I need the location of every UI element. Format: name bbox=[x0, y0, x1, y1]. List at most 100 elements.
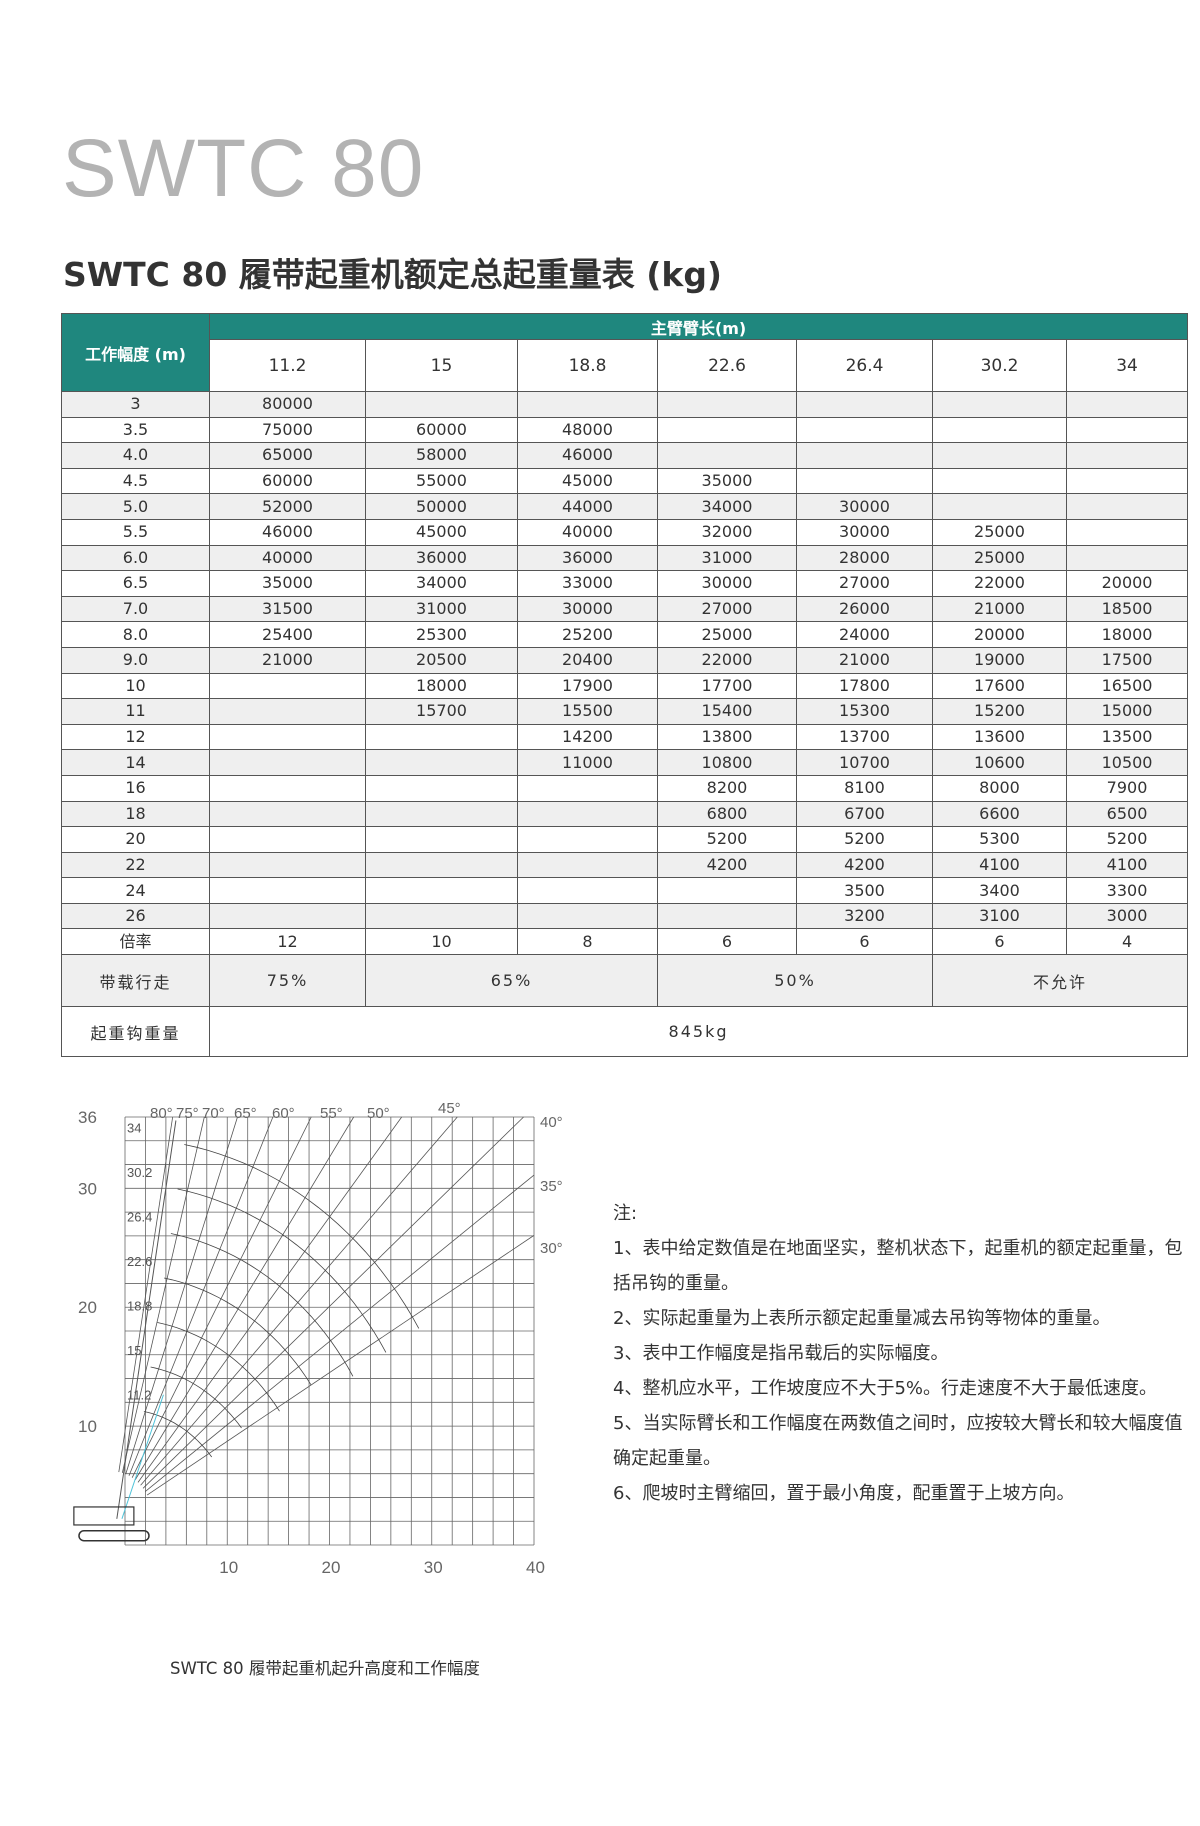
capacity-cell: 3300 bbox=[1065, 877, 1189, 904]
capacity-cell: 3200 bbox=[796, 902, 933, 930]
angle-line bbox=[131, 1116, 312, 1478]
capacity-cell: 52000 bbox=[209, 493, 366, 520]
capacity-cell: 24000 bbox=[796, 621, 933, 648]
boom-length-cell: 26.4 bbox=[796, 339, 933, 392]
y-tick-label: 10 bbox=[78, 1417, 97, 1436]
table-row: 4.0 65000 58000 46000 bbox=[61, 442, 1189, 469]
capacity-cell: 15500 bbox=[517, 698, 658, 725]
capacity-cell: 6500 bbox=[1065, 800, 1189, 828]
capacity-cell bbox=[517, 877, 658, 904]
capacity-cell: 30000 bbox=[657, 570, 797, 597]
capacity-cell bbox=[657, 416, 797, 444]
angle-line bbox=[121, 1116, 205, 1473]
capacity-cell: 20400 bbox=[517, 646, 658, 674]
capacity-cell: 11000 bbox=[517, 749, 658, 776]
table-row: 6.5 35000 34000 33000 30000 27000 22000 20000 bbox=[61, 570, 1189, 597]
capacity-cell: 6600 bbox=[932, 800, 1067, 828]
angle-label: 40° bbox=[540, 1114, 563, 1131]
table-row: 26 3200 3100 3000 bbox=[61, 902, 1189, 930]
radius-cell: 9.0 bbox=[61, 646, 210, 674]
capacity-cell: 28000 bbox=[796, 544, 933, 572]
reeving-label: 倍率 bbox=[61, 928, 210, 956]
capacity-cell: 25000 bbox=[932, 544, 1067, 572]
capacity-cell: 18000 bbox=[365, 672, 518, 700]
table-row: 9.0 21000 20500 20400 22000 21000 19000 17500 bbox=[61, 646, 1189, 674]
capacity-cell bbox=[796, 442, 933, 469]
radius-cell: 3.5 bbox=[61, 416, 210, 444]
capacity-cell bbox=[1065, 442, 1189, 469]
angle-label: 35° bbox=[540, 1178, 563, 1195]
crawler-track bbox=[78, 1529, 150, 1542]
capacity-cell bbox=[365, 800, 518, 828]
table-row: 10 18000 17900 17700 17800 17600 16500 bbox=[61, 672, 1189, 700]
radius-cell: 4.5 bbox=[61, 467, 210, 495]
capacity-cell: 10600 bbox=[932, 749, 1067, 776]
capacity-cell: 25200 bbox=[517, 621, 658, 648]
capacity-cell: 22000 bbox=[932, 570, 1067, 597]
angle-line bbox=[142, 1116, 524, 1489]
capacity-cell: 13500 bbox=[1065, 723, 1189, 751]
angle-label: 45° bbox=[438, 1100, 461, 1117]
angle-line bbox=[128, 1116, 274, 1476]
capacity-cell: 4200 bbox=[657, 851, 797, 879]
travel-label: 带载行走 bbox=[61, 954, 210, 1008]
angle-label: 60° bbox=[272, 1105, 295, 1122]
radius-header: 工作幅度 (m) bbox=[61, 313, 210, 392]
capacity-cell bbox=[209, 723, 366, 751]
y-tick-label: 20 bbox=[78, 1298, 97, 1317]
note-item: 6、爬坡时主臂缩回，置于最小角度，配重置于上坡方向。 bbox=[613, 1483, 1075, 1504]
note-item: 5、当实际臂长和工作幅度在两数值之间时，应按较大臂长和较大幅度值确定起重量。 bbox=[613, 1413, 1183, 1469]
radius-cell: 5.5 bbox=[61, 518, 210, 546]
crane-body bbox=[73, 1506, 135, 1526]
capacity-cell: 30000 bbox=[796, 493, 933, 520]
capacity-cell: 18000 bbox=[1065, 621, 1189, 648]
capacity-cell bbox=[657, 391, 797, 418]
capacity-cell: 25400 bbox=[209, 621, 366, 648]
angle-line bbox=[137, 1116, 403, 1483]
boom-line bbox=[116, 1120, 177, 1519]
radius-cell: 6.0 bbox=[61, 544, 210, 572]
capacity-cell bbox=[796, 467, 933, 495]
boom-length-label: 18.8 bbox=[127, 1299, 152, 1314]
capacity-cell bbox=[365, 877, 518, 904]
travel-cell: 不允许 bbox=[931, 954, 1189, 1008]
x-tick-label: 40 bbox=[526, 1558, 545, 1577]
capacity-cell: 4100 bbox=[1065, 851, 1189, 879]
capacity-cell: 17900 bbox=[517, 672, 658, 700]
capacity-cell: 13600 bbox=[932, 723, 1067, 751]
capacity-cell bbox=[932, 442, 1067, 469]
capacity-cell: 5200 bbox=[657, 826, 797, 853]
capacity-cell bbox=[1065, 467, 1189, 495]
capacity-cell: 4200 bbox=[796, 851, 933, 879]
radius-cell: 10 bbox=[61, 672, 210, 700]
capacity-cell: 17700 bbox=[657, 672, 797, 700]
capacity-cell bbox=[209, 902, 366, 930]
radius-cell: 14 bbox=[61, 749, 210, 776]
capacity-cell: 27000 bbox=[657, 595, 797, 623]
radius-cell: 16 bbox=[61, 774, 210, 802]
x-tick-label: 10 bbox=[219, 1558, 238, 1577]
capacity-cell bbox=[517, 391, 658, 418]
capacity-cell bbox=[657, 442, 797, 469]
table-row: 16 8200 8100 8000 7900 bbox=[61, 774, 1189, 802]
capacity-cell bbox=[365, 774, 518, 802]
table-row: 22 4200 4200 4100 4100 bbox=[61, 851, 1189, 879]
capacity-cell bbox=[1065, 416, 1189, 444]
capacity-cell bbox=[517, 774, 658, 802]
capacity-cell: 17800 bbox=[796, 672, 933, 700]
capacity-cell: 7900 bbox=[1065, 774, 1189, 802]
y-tick-label: 30 bbox=[78, 1179, 97, 1198]
boom-arc bbox=[150, 1366, 242, 1429]
boom-arcs bbox=[143, 1144, 420, 1458]
capacity-cell bbox=[365, 851, 518, 879]
capacity-cell: 8200 bbox=[657, 774, 797, 802]
capacity-cell: 10700 bbox=[796, 749, 933, 776]
boom-length-label: 30.2 bbox=[127, 1165, 152, 1180]
capacity-cell bbox=[932, 467, 1067, 495]
note-item: 1、表中给定数值是在地面坚实，整机状态下，起重机的额定起重量，包括吊钩的重量。 bbox=[613, 1238, 1183, 1294]
load-chart-table: 工作幅度 (m) 主臂臂长(m) 11.2 15 18.8 22.6 26.4 30.2 3… bbox=[61, 313, 1189, 1058]
capacity-cell: 15000 bbox=[1065, 698, 1189, 725]
capacity-cell: 20000 bbox=[932, 621, 1067, 648]
capacity-cell: 10500 bbox=[1065, 749, 1189, 776]
x-tick-label: 20 bbox=[322, 1558, 341, 1577]
